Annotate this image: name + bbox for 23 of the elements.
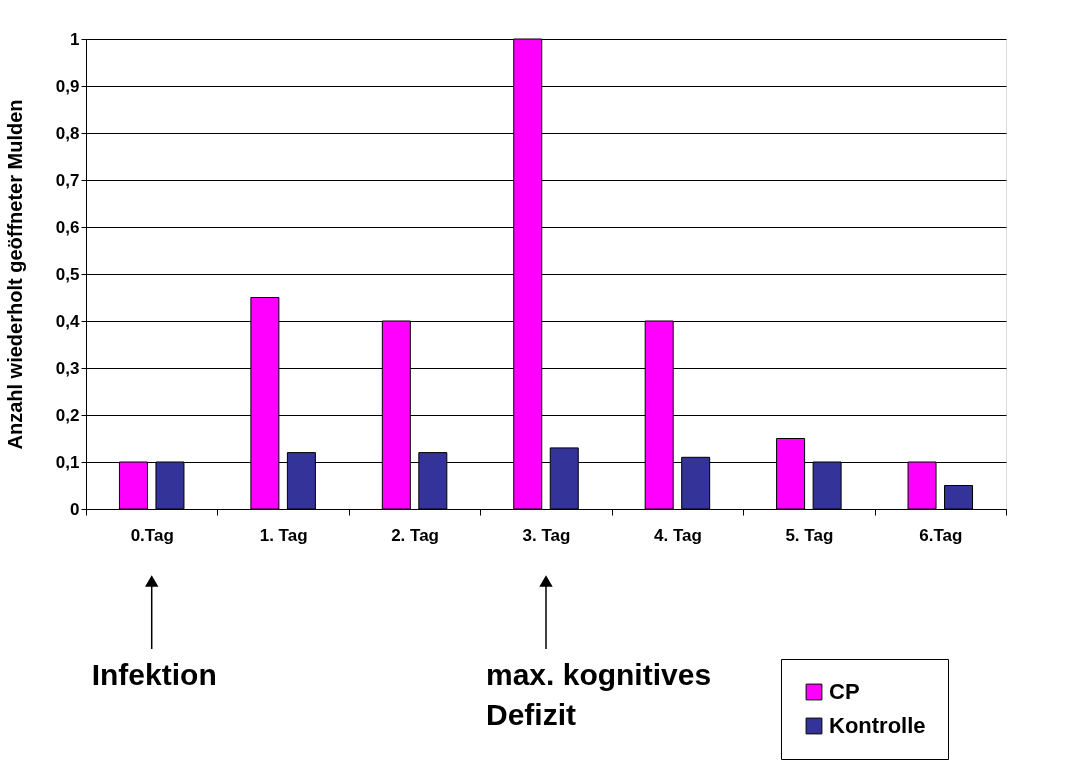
x-tick-label: 4. Tag (653, 525, 702, 545)
legend-label: CP (829, 679, 860, 704)
x-tick-label: 2. Tag (391, 525, 440, 545)
x-tick-label: 3. Tag (522, 525, 571, 545)
y-tick-label: 0,9 (55, 76, 80, 96)
y-axis-title: Anzahl wiederholt geöffneter Mulden (3, 99, 26, 450)
y-tick-label: 0,4 (55, 311, 81, 331)
text: Infektion (91, 658, 217, 691)
legend-label: Kontrolle (829, 713, 926, 738)
x-tick-label: 5. Tag (785, 525, 834, 545)
y-tick-label: 0,7 (55, 170, 80, 190)
y-tick-label: 0,1 (55, 452, 80, 472)
y-tick-label: 0,6 (55, 217, 80, 237)
text: max. kognitives Defizit (486, 658, 712, 731)
y-tick-label: 0 (70, 499, 80, 519)
x-tick-label: 1. Tag (259, 525, 308, 545)
y-tick-label: 1 (70, 29, 80, 49)
y-tick-label: 0,8 (55, 123, 80, 143)
y-tick-label: 0,3 (55, 358, 80, 378)
x-tick-label: 6.Tag (919, 525, 963, 545)
y-tick-label: 0,2 (55, 405, 80, 425)
x-tick-label: 0.Tag (130, 525, 174, 545)
y-tick-label: 0,5 (55, 264, 80, 284)
